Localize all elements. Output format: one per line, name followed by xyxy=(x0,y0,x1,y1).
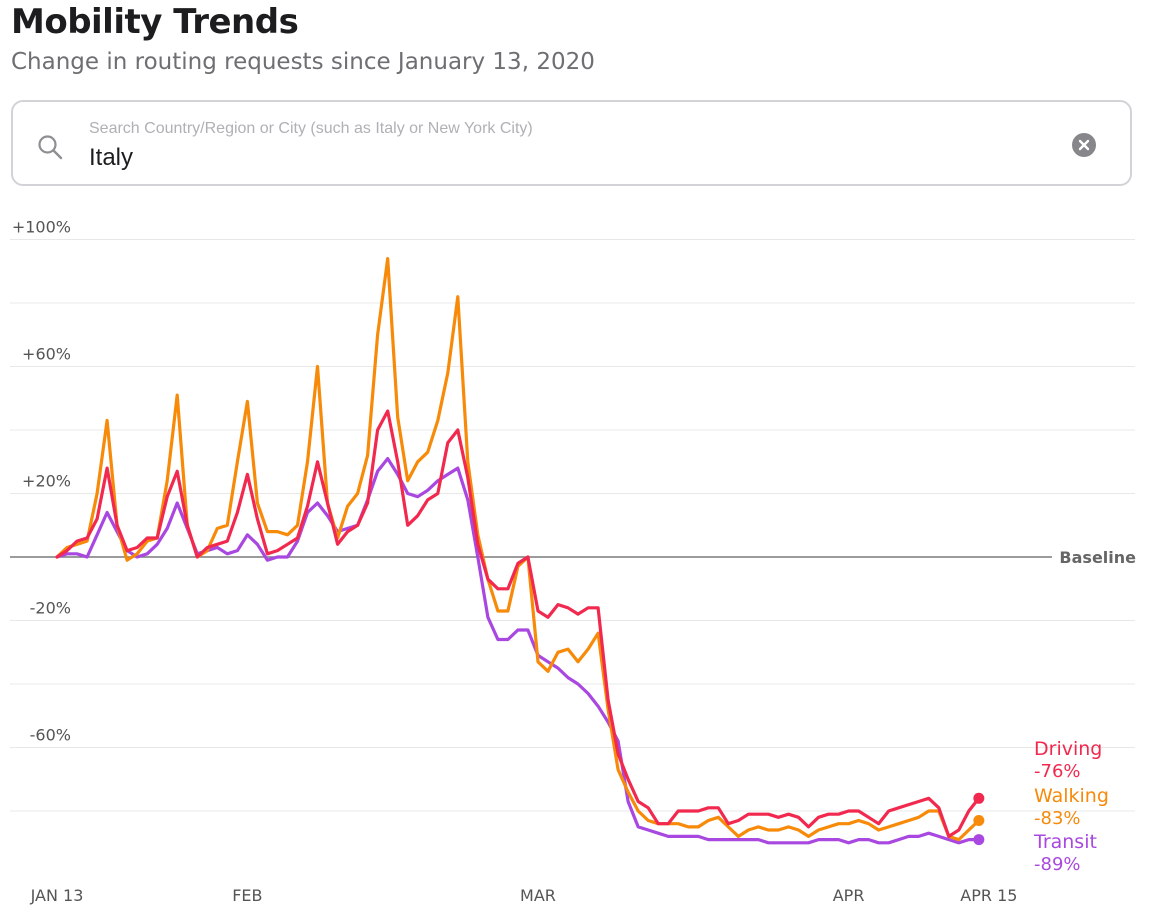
legend-label-driving: Driving xyxy=(1034,738,1102,760)
series-line-driving xyxy=(55,409,981,839)
y-tick-label: -60% xyxy=(30,726,71,745)
search-placeholder: Search Country/Region or City (such as I… xyxy=(89,120,533,137)
legend-label-walking: Walking xyxy=(1034,785,1109,807)
legend-value-transit: -89% xyxy=(1034,854,1081,875)
search-input[interactable]: Italy xyxy=(89,144,134,171)
y-tick-label: +100% xyxy=(12,218,71,237)
search-box[interactable]: Search Country/Region or City (such as I… xyxy=(11,100,1132,186)
series-end-dot-transit xyxy=(973,834,985,846)
legend-value-walking: -83% xyxy=(1034,808,1081,829)
page-subtitle: Change in routing requests since January… xyxy=(11,49,595,75)
x-tick-label: APR xyxy=(833,886,865,905)
series-end-dot-driving xyxy=(973,792,985,804)
x-tick-label: MAR xyxy=(520,886,556,905)
series-end-dot-walking xyxy=(973,815,985,827)
y-tick-label: +60% xyxy=(22,345,71,364)
y-tick-label: -20% xyxy=(30,599,71,618)
baseline-label: Baseline xyxy=(1059,548,1136,567)
search-icon xyxy=(37,134,63,160)
series-line-transit xyxy=(55,457,981,845)
clear-search-button[interactable] xyxy=(1072,133,1096,157)
legend-value-driving: -76% xyxy=(1034,761,1081,782)
x-tick-label: FEB xyxy=(232,886,262,905)
y-tick-label: +20% xyxy=(22,472,71,491)
x-tick-label: JAN 13 xyxy=(30,886,84,905)
legend-label-transit: Transit xyxy=(1033,831,1097,853)
x-tick-label: APR 15 xyxy=(960,886,1017,905)
page-title: Mobility Trends xyxy=(11,2,299,42)
clear-icon xyxy=(1078,139,1090,151)
